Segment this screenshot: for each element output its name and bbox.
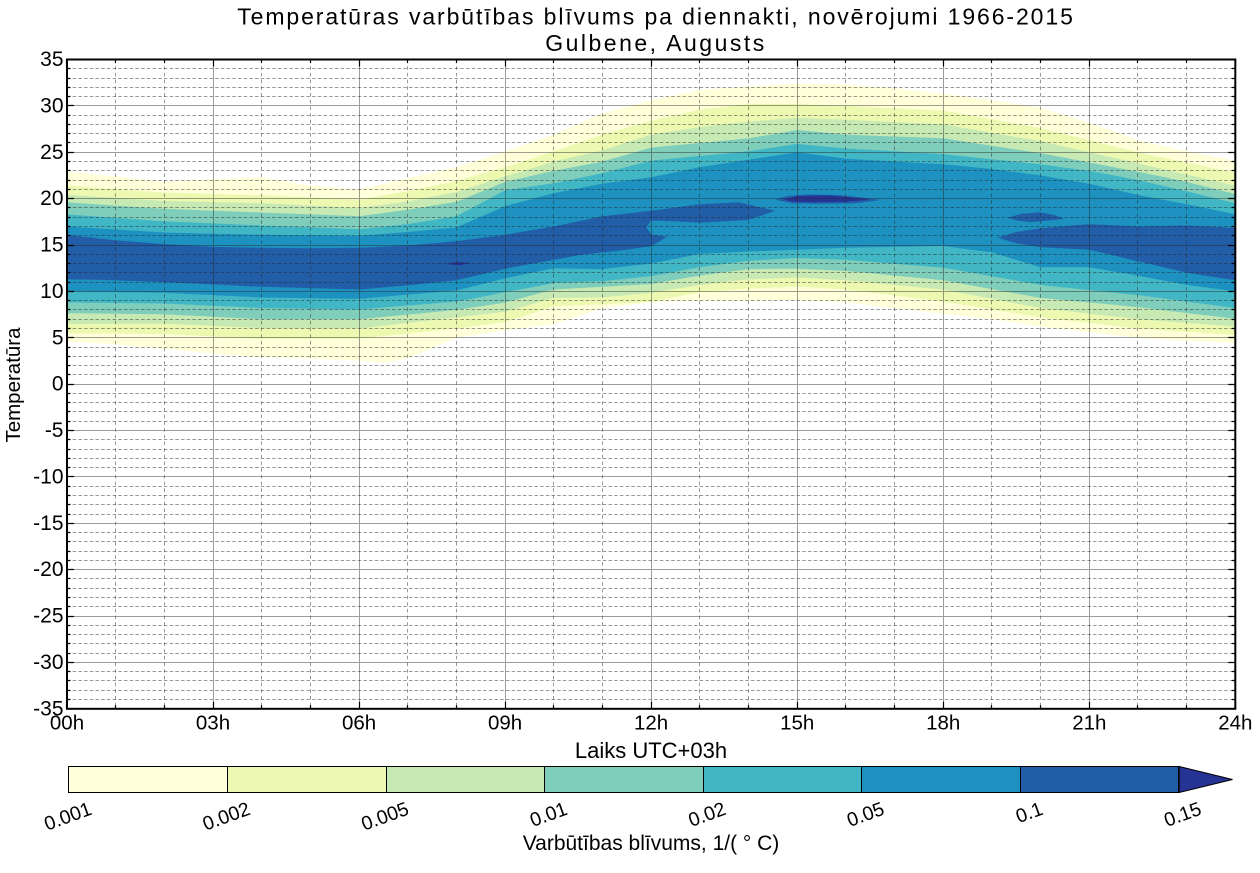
svg-text:Gulbene, Augusts: Gulbene, Augusts xyxy=(545,30,767,56)
svg-text:5: 5 xyxy=(52,326,64,349)
svg-text:-5: -5 xyxy=(45,419,64,442)
svg-text:00h: 00h xyxy=(50,712,84,735)
svg-text:24h: 24h xyxy=(1218,712,1252,735)
svg-text:15: 15 xyxy=(40,234,63,257)
svg-text:Temperatūras varbūtības blīvum: Temperatūras varbūtības blīvums pa dienn… xyxy=(237,4,1075,30)
svg-text:03h: 03h xyxy=(196,712,230,735)
svg-text:-30: -30 xyxy=(33,651,63,674)
svg-text:18h: 18h xyxy=(926,712,960,735)
svg-text:25: 25 xyxy=(40,141,63,164)
svg-text:-20: -20 xyxy=(33,558,63,581)
svg-text:Temperatūra: Temperatūra xyxy=(2,327,25,443)
svg-text:21h: 21h xyxy=(1072,712,1106,735)
svg-text:12h: 12h xyxy=(634,712,668,735)
svg-text:10: 10 xyxy=(40,280,63,303)
svg-text:-10: -10 xyxy=(33,465,63,488)
svg-text:Laiks UTC+03h: Laiks UTC+03h xyxy=(575,738,727,763)
svg-text:-35: -35 xyxy=(33,697,63,720)
svg-text:-15: -15 xyxy=(33,512,63,535)
svg-text:20: 20 xyxy=(40,187,63,210)
svg-text:35: 35 xyxy=(40,48,63,71)
svg-text:09h: 09h xyxy=(488,712,522,735)
svg-text:30: 30 xyxy=(40,94,63,117)
svg-text:-25: -25 xyxy=(33,605,63,628)
svg-text:15h: 15h xyxy=(780,712,814,735)
svg-text:06h: 06h xyxy=(342,712,376,735)
svg-text:Varbūtības blīvums, 1/( ° C): Varbūtības blīvums, 1/( ° C) xyxy=(523,832,780,855)
svg-text:0: 0 xyxy=(52,373,64,396)
